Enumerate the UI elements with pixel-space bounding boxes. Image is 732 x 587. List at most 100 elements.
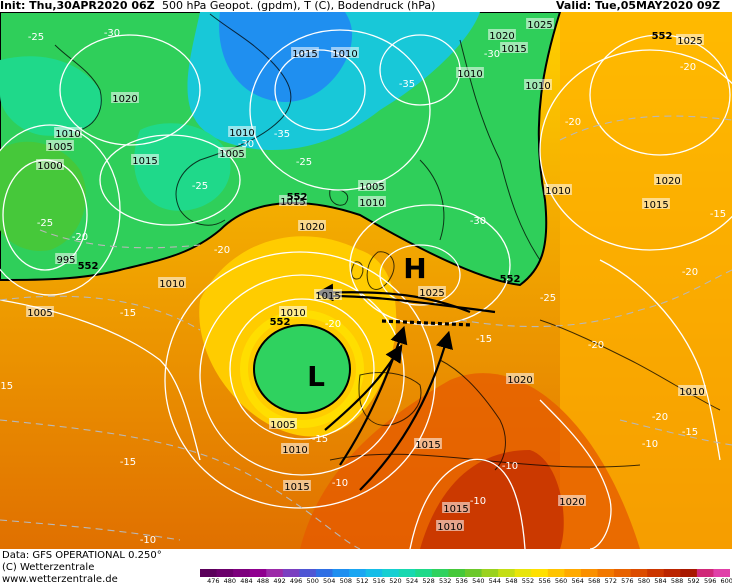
colorbar-label: 504 [323, 577, 336, 585]
temperature-labels: -25 -30 -35 -30 -20 -20 -35 -30 -25 -25 -25 -20 -20 -… [0, 28, 726, 546]
colorbar-segment [200, 569, 218, 577]
height-label: 552 [652, 31, 673, 42]
isobar-high-2 [349, 204, 511, 326]
colorbar-segment [282, 569, 300, 577]
colorbar-segment [514, 569, 532, 577]
colorbar-segment [299, 569, 317, 577]
pressure-label: 1010 [359, 198, 384, 209]
pressure-label-bg [654, 174, 682, 185]
pressure-label-bg [331, 47, 359, 58]
isotherm-7 [39, 229, 201, 249]
isobar-low-3 [164, 251, 436, 509]
website: www.wetterzentrale.de [2, 574, 118, 585]
pressure-label: 1015 [501, 44, 526, 55]
chart-footer: Data: GFS OPERATIONAL 0.250° (C) Wetterz… [0, 549, 732, 587]
pressure-label: 1020 [559, 497, 584, 508]
pressure-label-bg [54, 127, 82, 138]
colorbar-segment [365, 569, 383, 577]
temperature-label: -15 [0, 381, 13, 392]
pressure-label: 1015 [280, 197, 305, 208]
temperature-label: -15 [120, 457, 136, 468]
pressure-label: 1015 [284, 482, 309, 493]
colorbar-segment [315, 569, 333, 577]
pressure-label-bg [500, 42, 528, 53]
pressure-label-bg [436, 520, 464, 531]
pressure-label: 1005 [219, 149, 244, 160]
isotherm-3 [459, 269, 732, 328]
temperature-label: -25 [296, 157, 312, 168]
colorbar-label: 556 [538, 577, 551, 585]
pressure-label: 1020 [112, 94, 137, 105]
temperature-label: -10 [642, 439, 658, 450]
colorbar-segment [680, 569, 698, 577]
height-contour-552 [0, 11, 562, 287]
colorbar-label: 588 [670, 577, 684, 585]
temperature-label: -25 [192, 181, 208, 192]
colorbar-segment [531, 569, 549, 577]
colorbar-segment [614, 569, 632, 577]
temperature-label: -30 [470, 216, 486, 227]
pressure-label: 1010 [679, 387, 704, 398]
height-labels: 552 552 552 552 552 [78, 31, 673, 328]
height-label: 552 [270, 317, 291, 328]
colorbar-label: 536 [455, 577, 468, 585]
colorbar-label: 488 [256, 577, 270, 585]
colorbar-segment [481, 569, 499, 577]
colorbar-segment [498, 569, 516, 577]
isobar-baffin [59, 34, 201, 146]
colorbar-segment [431, 569, 449, 577]
colorbar-segment [696, 569, 714, 577]
pressure-label-bg [524, 79, 552, 90]
pressure-label-bg [131, 154, 159, 165]
colorbar-label: 552 [521, 577, 535, 585]
cutoff-low-core [253, 324, 351, 414]
weather-map-canvas: 1025 1020 1015 1025 1015 1010 1010 1010 1020 1010… [0, 11, 732, 550]
colorbar [200, 569, 730, 577]
pressure-label: 1010 [525, 81, 550, 92]
pressure-label-bg [26, 306, 54, 317]
colorbar-label: 584 [654, 577, 667, 585]
colorbar-label: 508 [339, 577, 352, 585]
colorbar-segment [580, 569, 598, 577]
temperature-label: -20 [652, 412, 668, 423]
pressure-label: 1015 [415, 440, 440, 451]
field-blue [219, 12, 353, 102]
colorbar-segment [547, 569, 565, 577]
isobar-east [599, 259, 721, 461]
flow-line-upper [329, 294, 496, 314]
init-time: Init: Thu,30APR2020 06Z [0, 0, 155, 12]
colorbar-label: 548 [505, 577, 518, 585]
pressure-labels: 1025 1020 1015 1025 1015 1010 1010 1010 1020 1010… [26, 18, 706, 533]
pressure-label-bg [55, 253, 77, 264]
temperature-label: -20 [325, 319, 341, 330]
pressure-label: 1025 [677, 36, 702, 47]
pressure-label: 1005 [270, 420, 295, 431]
pressure-label: 1020 [299, 222, 324, 233]
pressure-label: 1015 [315, 291, 340, 302]
colorbar-label: 512 [356, 577, 369, 585]
pressure-label-bg [358, 180, 386, 191]
isotherm-4 [559, 115, 732, 141]
pressure-label-bg [281, 443, 309, 454]
colorbar-label: 484 [240, 577, 253, 585]
flow-annotations [315, 283, 496, 491]
pressure-label: 1015 [643, 200, 668, 211]
pressure-label: 1025 [419, 288, 444, 299]
pressure-label: 1010 [545, 186, 570, 197]
pressure-label-bg [228, 126, 256, 137]
height-label: 552 [287, 192, 308, 203]
colorbar-segment [249, 569, 267, 577]
colorbar-label: 516 [372, 577, 386, 585]
pressure-label-bg [414, 438, 442, 449]
colorbar-segment [564, 569, 582, 577]
height-label: 552 [500, 274, 521, 285]
isotherm-1 [0, 295, 201, 331]
colorbar-label: 564 [571, 577, 584, 585]
pressure-systems: HL [307, 252, 427, 393]
temperature-label: -20 [680, 62, 696, 73]
pressure-label: 1020 [507, 375, 532, 386]
pressure-label-bg [358, 196, 386, 207]
pressure-label-bg [488, 29, 516, 40]
coast-black-sea [539, 319, 721, 411]
pressure-label-bg [283, 480, 311, 491]
